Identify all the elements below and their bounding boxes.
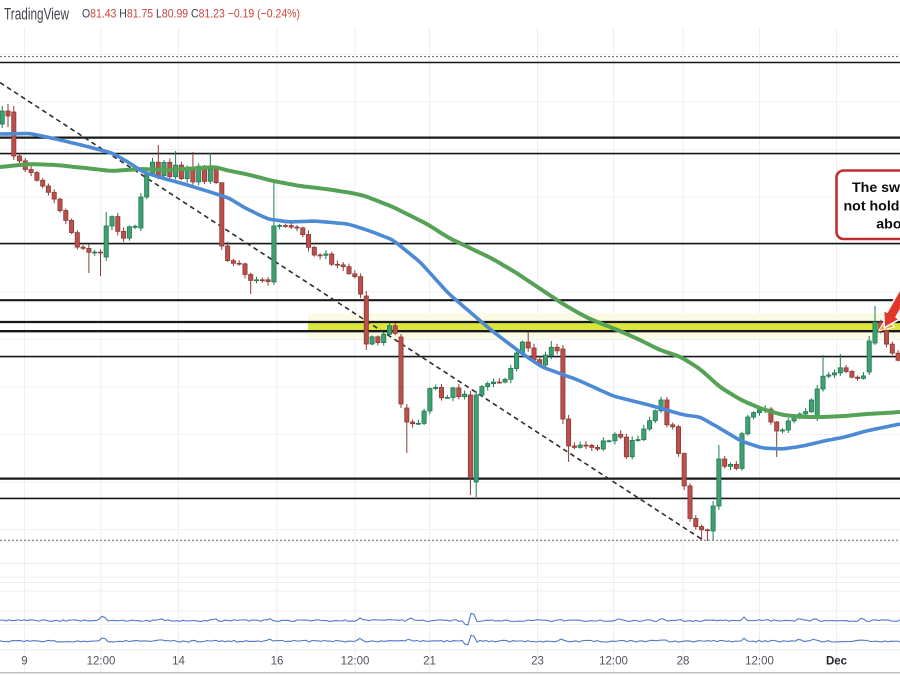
svg-text:21: 21 <box>423 656 436 668</box>
svg-text:23: 23 <box>531 656 544 668</box>
svg-text:12:00: 12:00 <box>745 656 774 668</box>
svg-text:O81.43 H81.75 L80.99 C81.23 −0: O81.43 H81.75 L80.99 C81.23 −0.19 (−0.24… <box>82 7 300 21</box>
svg-text:12:00: 12:00 <box>341 656 370 668</box>
svg-text:Dec: Dec <box>826 656 848 668</box>
svg-text:not holdi: not holdi <box>844 198 900 214</box>
svg-text:28: 28 <box>677 656 690 668</box>
svg-text:above: above <box>876 217 900 233</box>
svg-text:9: 9 <box>21 656 27 668</box>
svg-text:14: 14 <box>172 656 185 668</box>
svg-text:12:00: 12:00 <box>599 656 628 668</box>
svg-text:TradingView: TradingView <box>4 6 69 24</box>
svg-text:The swi: The swi <box>852 180 900 196</box>
svg-text:16: 16 <box>271 656 284 668</box>
svg-text:12:00: 12:00 <box>87 656 116 668</box>
